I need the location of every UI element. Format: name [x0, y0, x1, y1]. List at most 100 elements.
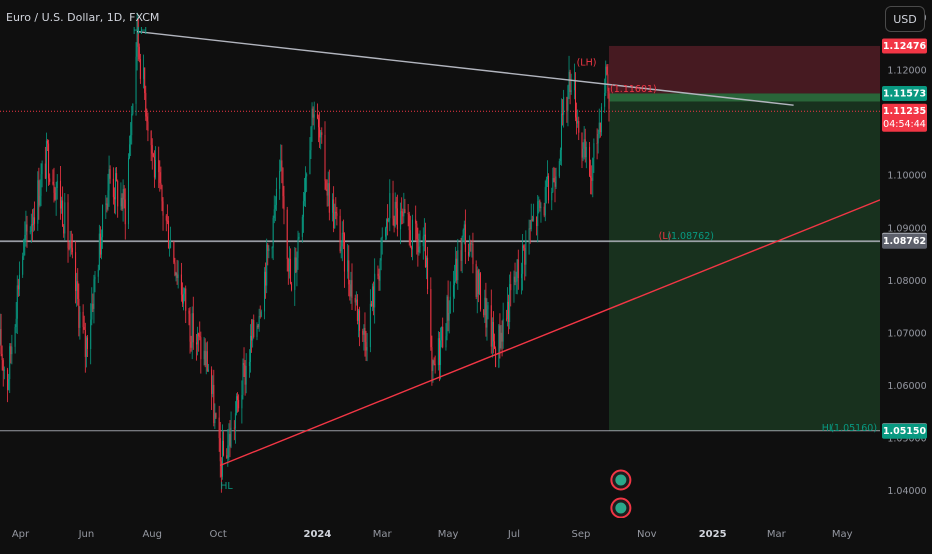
- candle: [426, 257, 428, 268]
- candle: [112, 178, 114, 198]
- candle: [320, 132, 322, 138]
- y-tick-label: 1.08000: [887, 276, 926, 287]
- candle: [509, 284, 511, 322]
- candle: [351, 280, 353, 298]
- candle: [45, 140, 47, 179]
- candle: [220, 461, 222, 477]
- candle: [581, 132, 583, 158]
- candle: [514, 276, 516, 282]
- candle: [374, 273, 376, 308]
- candle: [245, 366, 247, 385]
- candle: [386, 219, 388, 229]
- candle: [215, 413, 217, 418]
- candle: [530, 219, 532, 230]
- candle: [226, 455, 228, 459]
- candle: [310, 127, 312, 151]
- candle: [14, 327, 16, 347]
- candle: [483, 309, 485, 316]
- candle: [343, 233, 345, 272]
- candle: [492, 322, 494, 342]
- candle: [71, 247, 73, 253]
- x-tick-label: Mar: [373, 529, 393, 540]
- x-tick-label: Nov: [637, 529, 657, 540]
- take-profit-zone: [608, 101, 880, 431]
- candle: [266, 244, 268, 286]
- candle: [445, 336, 447, 348]
- candle: [577, 120, 579, 124]
- candle: [471, 243, 473, 245]
- chart-title: Euro / U.S. Dollar, 1D, FXCM: [6, 11, 160, 24]
- candle: [31, 224, 33, 226]
- candle: [354, 297, 356, 303]
- candle: [498, 325, 500, 368]
- candle: [235, 396, 237, 414]
- candle: [173, 241, 175, 263]
- candle: [506, 301, 508, 320]
- candle: [54, 192, 56, 200]
- candle: [97, 269, 99, 277]
- candle: [339, 215, 341, 252]
- candle: [256, 325, 258, 337]
- candle: [494, 341, 496, 349]
- candle: [2, 360, 4, 371]
- candle: [456, 258, 458, 281]
- candle: [596, 143, 598, 145]
- candle: [309, 150, 311, 175]
- annotation-label: HH: [133, 26, 147, 37]
- candle: [505, 318, 507, 320]
- candle: [166, 220, 168, 222]
- candle: [510, 284, 512, 291]
- candle: [536, 216, 538, 226]
- candle: [598, 122, 600, 135]
- candle: [62, 200, 64, 227]
- candle: [318, 118, 320, 128]
- candle: [384, 228, 386, 237]
- candle: [52, 181, 54, 184]
- annotation-label: HL: [822, 423, 835, 434]
- candle: [395, 201, 397, 209]
- candle: [568, 71, 570, 86]
- x-tick-label: Jul: [507, 529, 520, 540]
- candle: [460, 250, 462, 261]
- candle: [30, 224, 32, 232]
- candle: [447, 296, 449, 321]
- candle: [381, 236, 383, 239]
- price-tag-label: 1.12476: [883, 41, 927, 52]
- candle: [238, 400, 240, 409]
- candle: [379, 260, 381, 281]
- candle: [348, 260, 350, 285]
- candle: [34, 217, 36, 224]
- x-tick-label: Aug: [142, 529, 162, 540]
- candle: [99, 233, 101, 255]
- candle: [159, 172, 161, 183]
- candle: [56, 180, 58, 189]
- candle: [68, 248, 70, 250]
- candle: [462, 229, 464, 237]
- candle: [211, 369, 213, 394]
- candle: [608, 90, 610, 109]
- time-axis: [0, 518, 880, 550]
- candle: [387, 219, 389, 222]
- candle: [281, 160, 283, 168]
- candle: [221, 440, 223, 477]
- candle: [59, 180, 61, 209]
- x-tick-label: 2024: [304, 529, 332, 540]
- candle: [296, 257, 298, 272]
- candle: [419, 246, 421, 248]
- candle: [265, 271, 267, 286]
- annotation-label: (1.05160): [830, 423, 877, 434]
- currency-button[interactable]: USD: [885, 6, 925, 32]
- price-tag-label: 1.05150: [883, 426, 927, 437]
- candle: [582, 148, 584, 158]
- candle: [248, 361, 250, 367]
- candle: [553, 178, 555, 182]
- candle: [335, 211, 337, 214]
- candle: [90, 319, 92, 349]
- candle: [123, 188, 125, 200]
- candle: [538, 200, 540, 202]
- candle: [517, 259, 519, 279]
- candle: [463, 224, 465, 230]
- price-tag: [882, 233, 927, 249]
